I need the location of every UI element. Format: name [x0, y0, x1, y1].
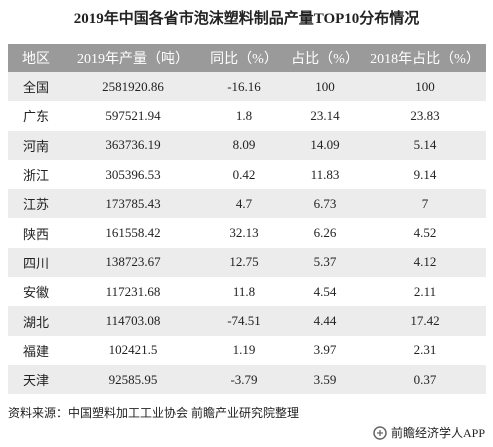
value-cell: 9.14	[413, 166, 437, 182]
value-cell: 6.26	[313, 225, 337, 241]
value-cell: -74.51	[202, 306, 286, 336]
value-cell: 100	[364, 72, 486, 102]
value-cell: 8.09	[202, 130, 286, 160]
value-cell: -3.79	[202, 364, 286, 395]
value-cell: -16.16	[202, 72, 286, 102]
value-cell: 114703.08	[64, 306, 202, 336]
region-cell: 天津	[8, 364, 64, 395]
value-cell: 0.37	[364, 364, 486, 395]
value-cell: 11.83	[310, 166, 340, 182]
data-table: 地区 2019年产量（吨） 同比（%） 占比（%） 2018年占比（%） 全国 25819…	[8, 44, 486, 395]
region-cell: 湖北	[8, 306, 64, 336]
value-cell: 2581920.86	[64, 72, 202, 102]
value-cell: 597521.94	[105, 107, 161, 123]
source-note: 资料来源：中国塑料加工工业协会 前瞻产业研究院整理	[8, 406, 300, 420]
value-cell: 5.37	[286, 247, 364, 278]
region-cell: 陕西	[22, 226, 49, 242]
value-cell: 102421.5	[108, 342, 158, 358]
value-cell: 32.13	[229, 225, 259, 241]
value-cell: 5.14	[364, 130, 486, 160]
value-cell: 0.42	[232, 166, 256, 182]
table-row: 河南 363736.19 8.09 14.09 5.14	[8, 130, 486, 160]
value-cell: 1.8	[235, 107, 253, 123]
region-cell: 浙江	[22, 168, 49, 184]
table-row: 陕西 161558.42 32.13 6.26 4.52	[8, 218, 486, 247]
region-cell: 安徽	[22, 285, 49, 301]
title: 2019年中国各省市泡沫塑料制品产量TOP10分布情况	[73, 11, 420, 27]
value-cell: 117231.68	[105, 283, 161, 299]
value-cell: 173785.43	[64, 189, 202, 219]
value-cell: 4.52	[413, 225, 437, 241]
value-cell: 3.59	[286, 364, 364, 395]
value-cell: 4.54	[313, 283, 337, 299]
value-cell: 11.8	[232, 283, 256, 299]
watermark: 前瞻经济学人APP	[373, 424, 485, 441]
table-row: 天津 92585.95 -3.79 3.59 0.37	[8, 364, 486, 395]
table-body: 全国 2581920.86 -16.16 100 100 广东 597521.94 1.8 23…	[8, 72, 486, 395]
value-cell: 3.97	[313, 342, 337, 358]
table-row: 福建 102421.5 1.19 3.97 2.31	[8, 336, 486, 365]
value-cell: 4.44	[286, 306, 364, 336]
value-cell: 4.12	[364, 247, 486, 278]
region-cell: 江苏	[8, 189, 64, 219]
value-cell: 17.42	[364, 306, 486, 336]
region-cell: 全国	[8, 72, 64, 102]
value-cell: 161558.42	[105, 225, 161, 241]
watermark-logo	[373, 425, 387, 440]
table-row: 四川 138723.67 12.75 5.37 4.12	[8, 247, 486, 278]
region-cell: 四川	[8, 247, 64, 278]
table-row: 广东 597521.94 1.8 23.14 23.83	[8, 101, 486, 130]
column-header: 地区	[8, 44, 64, 72]
table-row: 湖北 114703.08 -74.51 4.44 17.42	[8, 306, 486, 336]
region-cell: 河南	[8, 130, 64, 160]
value-cell: 363736.19	[64, 130, 202, 160]
watermark-text: 前瞻经济学人APP	[390, 426, 485, 440]
value-cell: 6.73	[286, 189, 364, 219]
value-cell: 12.75	[202, 247, 286, 278]
column-header: 占比（%）	[286, 44, 364, 72]
value-cell: 7	[364, 189, 486, 219]
value-cell: 14.09	[286, 130, 364, 160]
value-cell: 1.19	[232, 342, 256, 358]
table-row: 浙江 305396.53 0.42 11.83 9.14	[8, 160, 486, 189]
value-cell: 23.83	[410, 107, 440, 123]
table-row: 安徽 117231.68 11.8 4.54 2.11	[8, 277, 486, 306]
column-header: 同比（%）	[202, 44, 286, 72]
value-cell: 92585.95	[64, 364, 202, 395]
value-cell: 138723.67	[64, 247, 202, 278]
value-cell: 2.31	[413, 342, 437, 358]
value-cell: 4.7	[202, 189, 286, 219]
header-row: 地区 2019年产量（吨） 同比（%） 占比（%） 2018年占比（%）	[8, 44, 486, 72]
value-cell: 305396.53	[105, 166, 161, 182]
table-row: 全国 2581920.86 -16.16 100 100	[8, 72, 486, 102]
region-cell: 广东	[22, 109, 49, 125]
value-cell: 100	[286, 72, 364, 102]
table-row: 江苏 173785.43 4.7 6.73 7	[8, 189, 486, 219]
value-cell: 2.11	[413, 283, 437, 299]
region-cell: 福建	[22, 343, 49, 359]
value-cell: 23.14	[310, 107, 340, 123]
column-header: 2019年产量（吨）	[64, 44, 202, 72]
column-header: 2018年占比（%）	[364, 44, 486, 72]
